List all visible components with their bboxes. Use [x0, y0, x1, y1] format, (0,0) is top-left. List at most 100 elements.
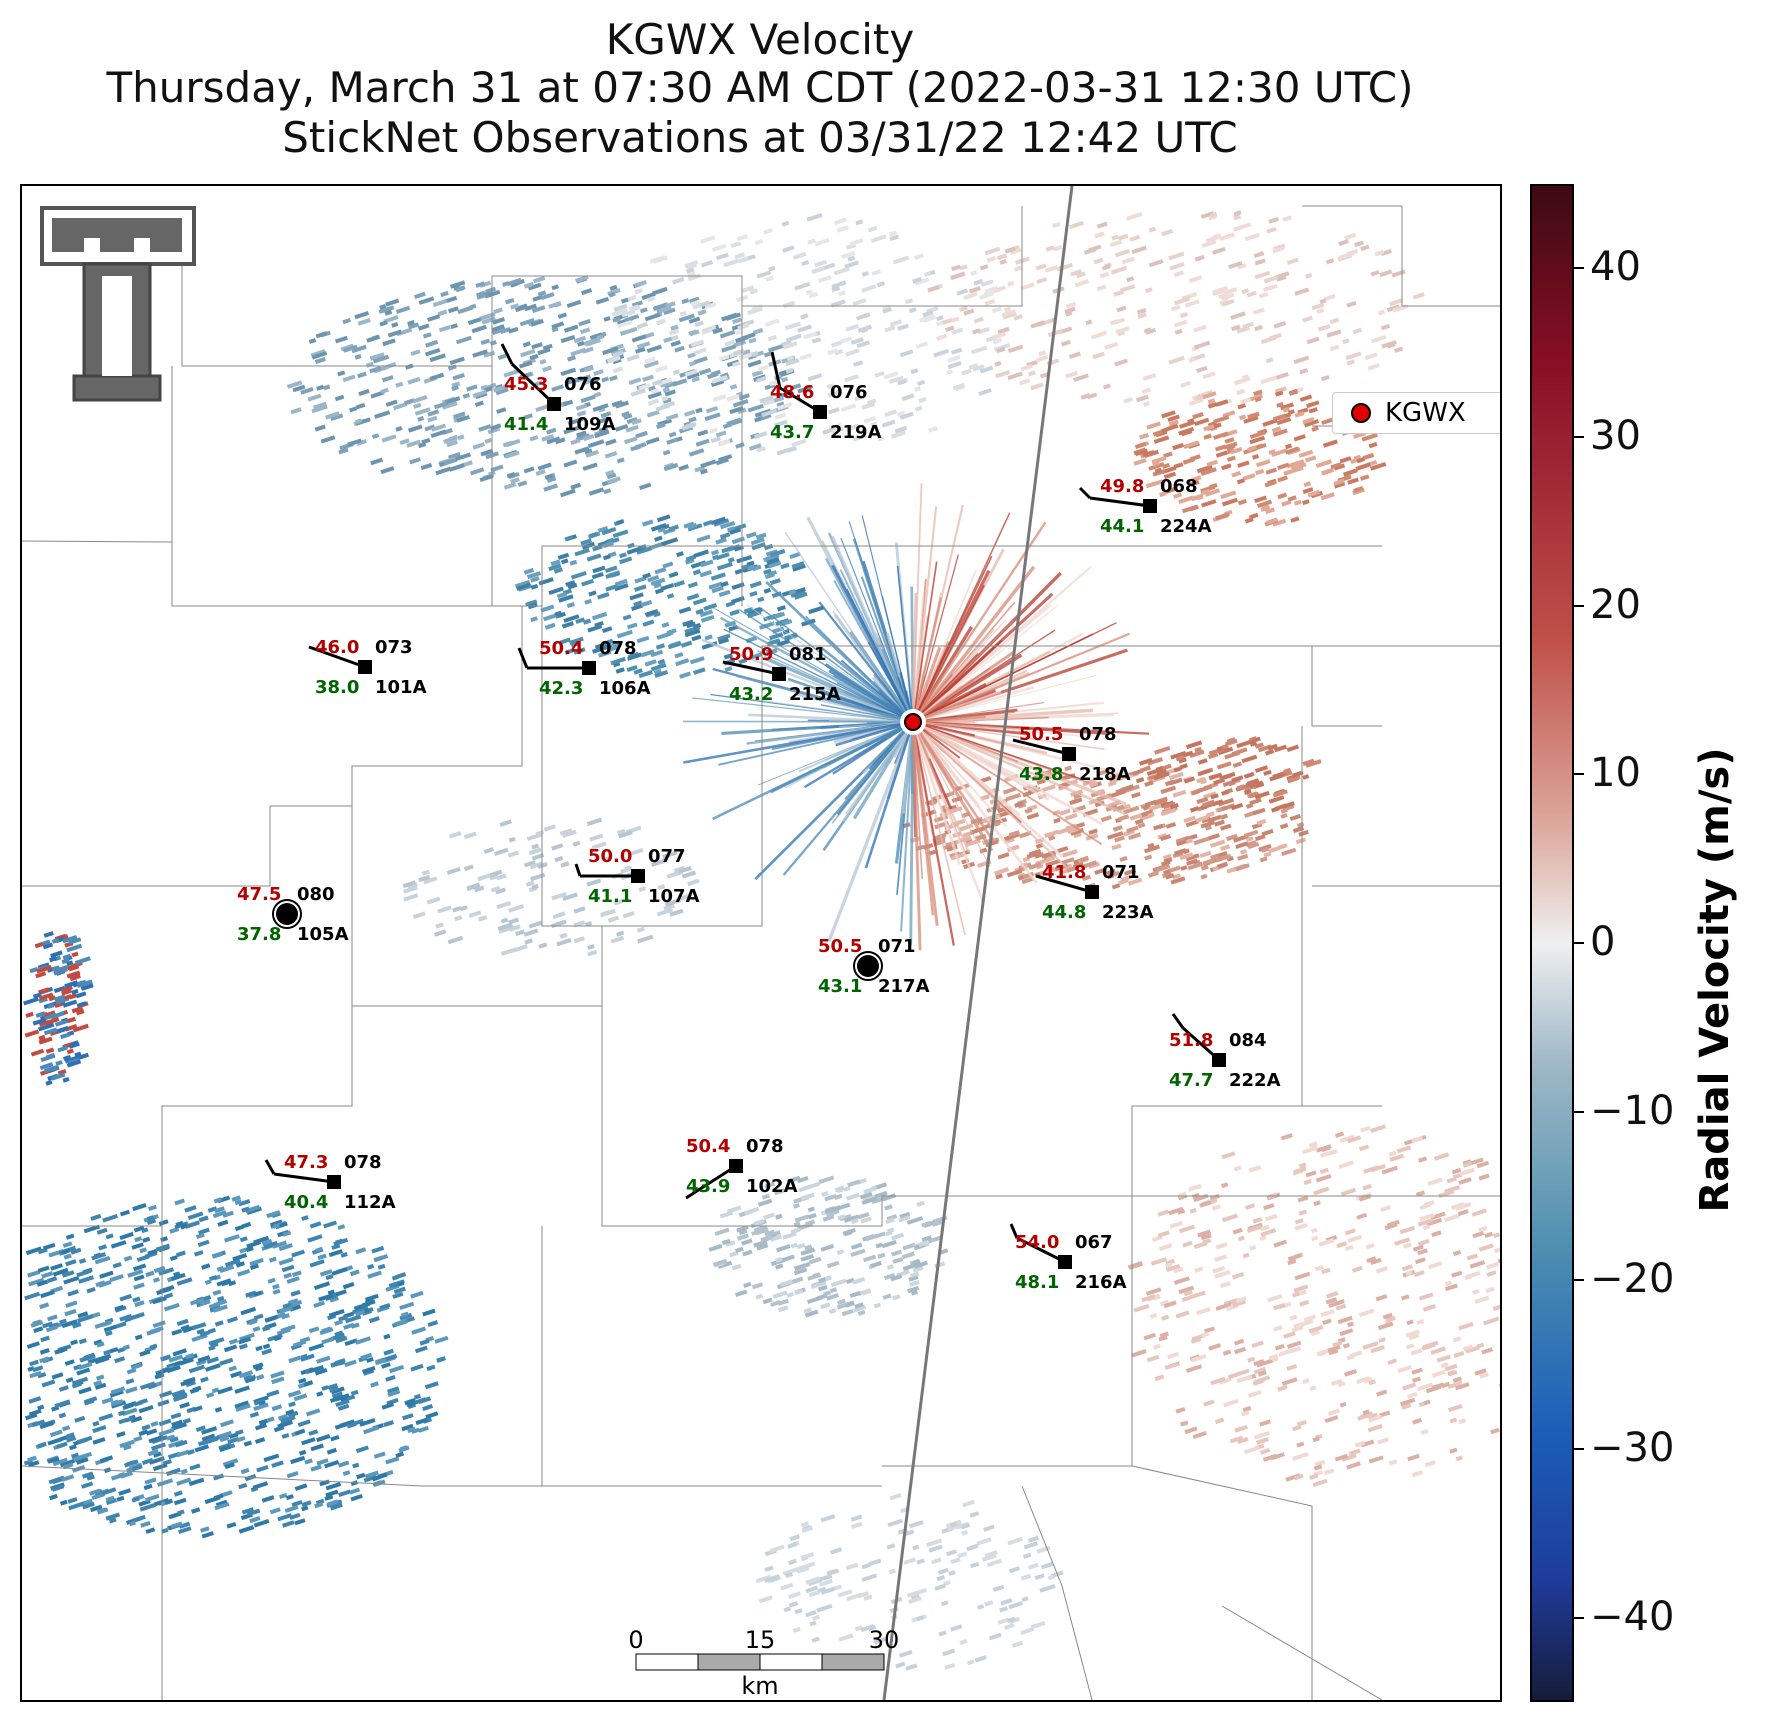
station-marker — [1143, 499, 1157, 513]
station-109A[interactable]: 45.3 076 41.4 109A — [500, 343, 616, 435]
station-id: 217A — [878, 976, 930, 997]
station-wind-direction: 076 — [564, 374, 602, 395]
station-id: 106A — [599, 678, 651, 699]
station-marker — [582, 661, 596, 675]
scale-label-15: 15 — [745, 1626, 776, 1654]
radar-site-marker[interactable] — [900, 709, 926, 735]
wind-barb — [1035, 874, 1093, 894]
wind-barb-flag — [1078, 486, 1092, 500]
station-temperature: 51.8 — [1169, 1030, 1213, 1051]
station-105A[interactable]: 47.5 080 37.8 105A — [237, 884, 349, 945]
station-id: 216A — [1075, 1272, 1127, 1293]
interstate-highway — [882, 186, 1074, 1700]
station-dewpoint: 43.2 — [729, 684, 773, 705]
colorbar-label: Radial Velocity (m/s) — [1692, 747, 1738, 1213]
station-dewpoint: 41.1 — [588, 886, 632, 907]
station-temperature: 41.8 — [1042, 862, 1086, 883]
scale-unit: km — [741, 1672, 778, 1700]
station-temperature: 45.3 — [504, 374, 548, 395]
station-wind-direction: 084 — [1229, 1030, 1267, 1051]
wind-barb-flag — [500, 343, 514, 365]
station-marker — [327, 1175, 341, 1189]
texas-tech-logo-icon — [40, 206, 196, 402]
station-marker — [358, 660, 372, 674]
wind-barb-flag — [517, 647, 529, 669]
station-id: 102A — [746, 1176, 798, 1197]
county-borders — [22, 205, 1500, 1700]
colorbar-tick-label: 0 — [1590, 919, 1616, 965]
station-id: 218A — [1079, 764, 1131, 785]
station-wind-direction: 071 — [1102, 862, 1140, 883]
colorbar-tick-label: 20 — [1590, 581, 1641, 628]
station-wind-direction: 080 — [297, 884, 335, 905]
station-marker — [631, 869, 645, 883]
station-wind-direction: 078 — [746, 1136, 784, 1157]
station-106A[interactable]: 50.4 078 42.3 106A — [517, 638, 651, 699]
station-wind-direction: 068 — [1160, 476, 1198, 497]
chart-title: KGWX Velocity — [605, 15, 915, 64]
colorbar-tick-label: −30 — [1590, 1425, 1675, 1471]
station-wind-direction: 078 — [344, 1152, 382, 1173]
station-dewpoint: 37.8 — [237, 924, 281, 945]
station-112A[interactable]: 47.3 078 40.4 112A — [264, 1152, 396, 1213]
station-dewpoint: 38.0 — [315, 677, 359, 698]
colorbar-tick — [1574, 773, 1584, 776]
wind-barb — [722, 660, 780, 676]
station-107A[interactable]: 50.0 077 41.1 107A — [574, 846, 700, 907]
station-102A[interactable]: 50.4 078 43.9 102A — [685, 1136, 798, 1200]
station-marker — [1212, 1053, 1226, 1067]
wind-barb-flag — [574, 863, 582, 877]
station-219A[interactable]: 48.6 076 43.7 219A — [770, 351, 882, 443]
station-marker — [1062, 747, 1076, 761]
station-id: 107A — [648, 886, 700, 907]
station-dewpoint: 43.7 — [770, 422, 814, 443]
station-215A[interactable]: 50.9 081 43.2 215A — [722, 644, 841, 705]
station-temperature: 50.4 — [686, 1136, 730, 1157]
station-temperature: 54.0 — [1015, 1232, 1059, 1253]
station-dewpoint: 40.4 — [284, 1192, 328, 1213]
station-222A[interactable]: 51.8 084 47.7 222A — [1169, 1013, 1281, 1091]
station-216A[interactable]: 54.0 067 48.1 216A — [1009, 1223, 1127, 1293]
map-canvas: 45.3 076 41.4 109A 48.6 076 43.7 219A 49.8 068 44.… — [22, 186, 1500, 1700]
station-101A[interactable]: 46.0 073 38.0 101A — [308, 637, 427, 698]
station-id: 101A — [375, 677, 427, 698]
station-dewpoint: 41.4 — [504, 414, 548, 435]
radar-site-legend-icon — [1351, 403, 1371, 423]
station-dewpoint: 43.8 — [1019, 764, 1063, 785]
station-id: 112A — [344, 1192, 396, 1213]
station-marker — [1085, 885, 1099, 899]
station-dewpoint: 47.7 — [1169, 1070, 1213, 1091]
wind-barb — [1012, 738, 1070, 756]
station-dewpoint: 43.1 — [818, 976, 862, 997]
station-dewpoint: 42.3 — [539, 678, 583, 699]
wind-barb — [1089, 496, 1151, 508]
station-temperature: 46.0 — [315, 637, 359, 658]
station-id: 224A — [1160, 516, 1212, 537]
station-217A[interactable]: 50.5 071 43.1 217A — [818, 936, 930, 997]
station-dewpoint: 48.1 — [1015, 1272, 1059, 1293]
station-223A[interactable]: 41.8 071 44.8 223A — [1035, 862, 1154, 923]
station-marker — [1058, 1255, 1072, 1269]
station-wind-direction: 081 — [789, 644, 827, 665]
station-calm-marker — [276, 903, 298, 925]
colorbar-tick — [1574, 1279, 1584, 1282]
station-wind-direction: 076 — [830, 382, 868, 403]
station-dewpoint: 44.8 — [1042, 902, 1086, 923]
colorbar-tick-label: −20 — [1590, 1256, 1675, 1303]
station-temperature: 48.6 — [770, 382, 814, 403]
station-224A[interactable]: 49.8 068 44.1 224A — [1078, 476, 1212, 537]
station-218A[interactable]: 50.5 078 43.8 218A — [1012, 724, 1131, 785]
colorbar-tick-label: 10 — [1590, 750, 1641, 797]
station-calm-ring — [853, 951, 883, 981]
wind-barb — [1016, 1236, 1066, 1264]
radar-map[interactable]: 45.3 076 41.4 109A 48.6 076 43.7 219A 49.8 068 44.… — [20, 184, 1502, 1702]
wind-barb-flag — [264, 1159, 276, 1175]
station-calm-marker — [857, 955, 879, 977]
wind-barb — [685, 1164, 737, 1200]
station-marker — [813, 405, 827, 419]
station-wind-direction: 073 — [375, 637, 413, 658]
station-id: 219A — [830, 422, 882, 443]
station-dewpoint: 43.9 — [686, 1176, 730, 1197]
station-temperature: 50.9 — [729, 644, 773, 665]
station-temperature: 50.4 — [539, 638, 583, 659]
